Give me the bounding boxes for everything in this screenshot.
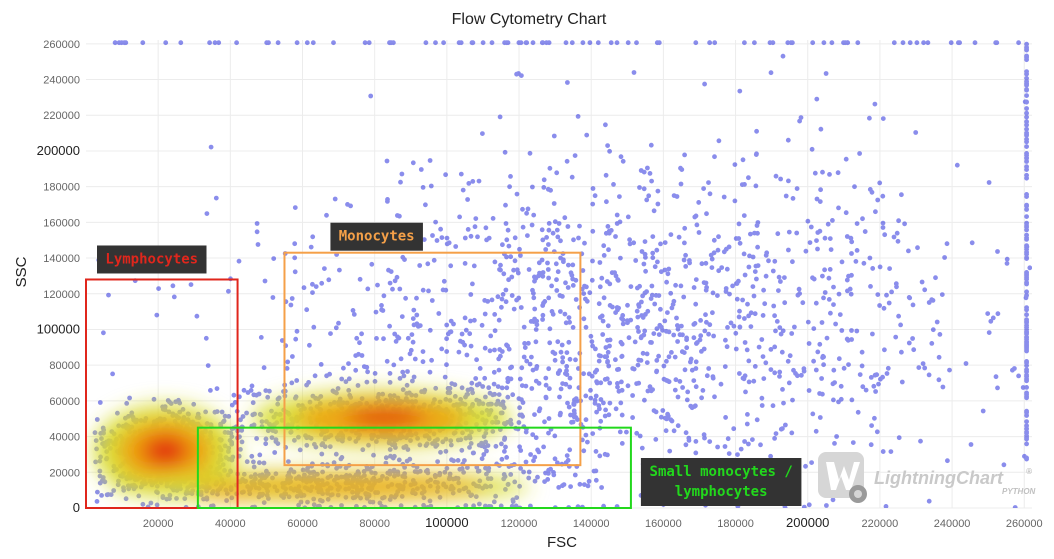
- x-tick-label: 140000: [573, 518, 610, 530]
- x-tick-label: 200000: [786, 515, 829, 530]
- y-tick-label: 240000: [43, 75, 80, 87]
- lightningchart-logo-icon: [818, 452, 867, 503]
- y-tick-label: 140000: [43, 253, 80, 265]
- gate-label-small-monocytes-lymphocytes: Small monocytes / lymphocytes: [650, 464, 793, 500]
- x-tick-label: 20000: [143, 518, 174, 530]
- x-tick-label: 60000: [287, 518, 318, 530]
- y-tick-label: 260000: [43, 39, 80, 51]
- density-lymphocytes-core: [141, 434, 189, 467]
- gate-label-box-lymphocytes: [97, 245, 207, 274]
- x-axis-label: FSC: [547, 534, 577, 551]
- y-tick-label: 40000: [49, 432, 80, 444]
- y-axis-label: SSC: [13, 256, 30, 287]
- gate-label-lymphocytes: Lymphocytes: [105, 251, 198, 267]
- gate-monocytes: [283, 251, 582, 467]
- density-heat-overlay: [93, 390, 530, 503]
- x-tick-label: 260000: [1006, 518, 1043, 530]
- x-tick-label: 220000: [862, 518, 899, 530]
- x-tick-label: 100000: [425, 515, 468, 530]
- y-tick-label: 180000: [43, 182, 80, 194]
- watermark-brand: LightningChart: [874, 468, 1004, 488]
- y-tick-label: 60000: [49, 396, 80, 408]
- x-tick-label: 180000: [717, 518, 754, 530]
- x-tick-label: 160000: [645, 518, 682, 530]
- density-monocytes-core: [345, 407, 426, 427]
- gate-regions: Lymphocytes Monocytes Small monocytes / lym…: [85, 222, 802, 509]
- y-tick-label: 100000: [37, 321, 80, 336]
- x-tick-label: 240000: [934, 518, 971, 530]
- gate-label-monocytes: Monocytes: [339, 229, 415, 245]
- density-band-left: [194, 481, 267, 500]
- gate-small-monocytes-lymphocytes: [196, 426, 632, 509]
- y-tick-label: 20000: [49, 467, 80, 479]
- watermark-registered-mark: ®: [1026, 467, 1032, 476]
- density-band-mid: [226, 475, 487, 498]
- scatter-points: [92, 40, 1032, 508]
- y-tick-label: 220000: [43, 110, 80, 122]
- gate-label-box-small-monocytes-lymphocytes: [640, 458, 802, 506]
- x-tick-label: 80000: [359, 518, 390, 530]
- gate-lymphocytes: [85, 278, 239, 509]
- gate-label-box-monocytes: [330, 222, 423, 251]
- x-tick-label: 40000: [215, 518, 246, 530]
- x-axis-ticks: 20000 40000 60000 80000 100000 120000 140000 16…: [143, 515, 1043, 530]
- watermark-sub: PYTHON: [1002, 487, 1036, 496]
- lightningchart-watermark: LightningChart ® PYTHON: [818, 452, 1036, 503]
- y-tick-label: 0: [73, 500, 80, 515]
- y-tick-label: 80000: [49, 360, 80, 372]
- x-tick-label: 120000: [501, 518, 538, 530]
- scatter-point-cloud: [92, 40, 1032, 508]
- y-axis-ticks: 0 20000 40000 60000 80000 100000 120000 140000 1…: [37, 39, 80, 515]
- y-tick-label: 200000: [37, 143, 80, 158]
- y-tick-label: 120000: [43, 289, 80, 301]
- chart-title: Flow Cytometry Chart: [452, 11, 607, 28]
- y-tick-label: 160000: [43, 217, 80, 229]
